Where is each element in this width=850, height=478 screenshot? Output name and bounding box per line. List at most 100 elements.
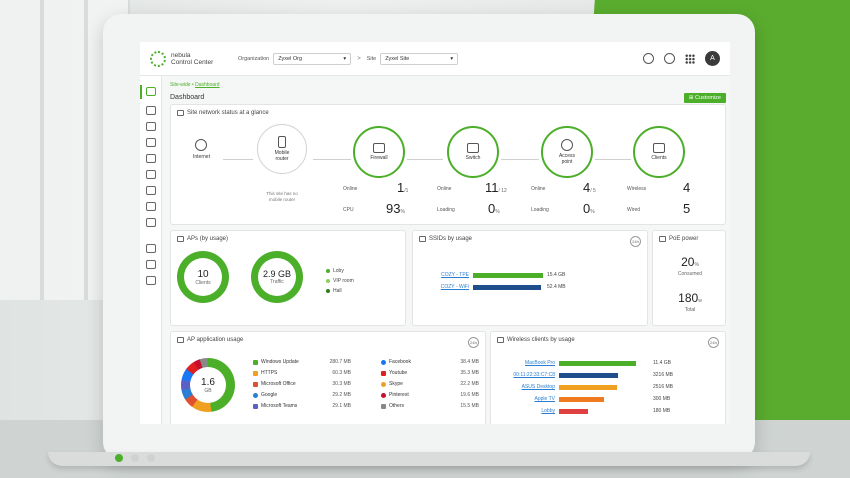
app-name: Facebook bbox=[389, 359, 411, 365]
breadcrumb-current[interactable]: Dashboard bbox=[195, 82, 220, 88]
time-range-badge[interactable]: 24h bbox=[468, 337, 479, 348]
customize-icon: ⊞ bbox=[688, 95, 694, 101]
app-value: 15.5 MB bbox=[460, 403, 479, 409]
youtube-icon bbox=[381, 370, 386, 376]
firewall-online-value: 1 bbox=[397, 180, 405, 195]
carousel-dot-1[interactable] bbox=[115, 454, 123, 462]
wireless-client-row[interactable]: Apple TV 300 MB bbox=[499, 396, 671, 402]
wireless-client-row[interactable]: MacBook Pro 11.4 GB bbox=[499, 360, 671, 366]
clients-wired-label: Wired bbox=[627, 207, 641, 213]
legend-item: VIP room bbox=[326, 278, 354, 284]
clients-node[interactable]: Clients bbox=[633, 126, 685, 178]
sidebar bbox=[140, 76, 162, 424]
apps-grid-icon[interactable] bbox=[685, 53, 695, 64]
breadcrumb: Site-wide • Dashboard bbox=[170, 82, 220, 88]
report-icon[interactable] bbox=[146, 186, 156, 195]
switch-online-count: 11/ 12 bbox=[485, 180, 507, 195]
app-row: Facebook 38.4 MB bbox=[381, 359, 479, 365]
help-icon[interactable] bbox=[146, 260, 156, 269]
ap-online-count: 4/ 5 bbox=[583, 180, 596, 195]
switch-loading-label: Loading bbox=[437, 207, 455, 213]
header-separator: > bbox=[357, 55, 361, 62]
wireless-client-value: 3216 MB bbox=[653, 372, 674, 378]
app-donut-unit: GB bbox=[204, 387, 212, 394]
ssid-name[interactable]: COZY - WiFi bbox=[440, 284, 469, 290]
switch-label: Switch bbox=[465, 155, 481, 161]
avatar[interactable]: A bbox=[705, 51, 720, 66]
firewall-cpu: 93% bbox=[386, 201, 405, 216]
topology-icon[interactable] bbox=[146, 106, 156, 115]
wireless-client-name[interactable]: MacBook Pro bbox=[524, 360, 555, 366]
firewall-node[interactable]: Firewall bbox=[353, 126, 405, 178]
clients-donut[interactable]: 10 Clients bbox=[177, 251, 229, 303]
legend-label: Hall bbox=[333, 288, 342, 294]
page-title: Dashboard bbox=[170, 94, 205, 101]
carousel-dot-2[interactable] bbox=[131, 454, 139, 462]
time-range-badge[interactable]: 24h bbox=[708, 337, 719, 348]
nebula-logo[interactable]: nebula Control Center bbox=[150, 50, 238, 67]
traffic-donut[interactable]: 2.9 GB Traffic bbox=[251, 251, 303, 303]
app-row: Microsoft Office 30.3 MB bbox=[253, 381, 351, 387]
site-select[interactable]: Zyxel Site ▾ bbox=[380, 52, 459, 65]
list-icon[interactable] bbox=[146, 218, 156, 227]
logo-line2: Control Center bbox=[171, 58, 214, 66]
switch-online-value: 11 bbox=[485, 180, 499, 195]
ssids-usage-title: SSIDs by usage bbox=[429, 236, 473, 242]
wrench-icon[interactable] bbox=[146, 244, 156, 253]
clients-wireless-value: 4 bbox=[683, 180, 691, 195]
breadcrumb-root[interactable]: Site-wide bbox=[170, 82, 191, 88]
ssid-name[interactable]: COZY - TPE bbox=[441, 272, 469, 278]
app-name: Google bbox=[261, 392, 278, 398]
wireless-client-name[interactable]: Lobby bbox=[541, 408, 555, 414]
wireless-client-row[interactable]: 00:11:22:33:C7:C8 3216 MB bbox=[499, 372, 673, 378]
clients-label: Clients bbox=[651, 155, 667, 161]
ssid-bar bbox=[473, 272, 543, 278]
mobile-router-node[interactable]: Mobile router bbox=[257, 124, 307, 174]
internet-node[interactable]: Internet bbox=[193, 139, 210, 160]
wireless-client-name[interactable]: ASUS Desktop bbox=[521, 384, 555, 390]
mobile-router-note: This site has no mobile router bbox=[266, 191, 298, 202]
app-donut-value: 1.6 bbox=[201, 376, 215, 388]
monitor-icon[interactable] bbox=[146, 154, 156, 163]
clients-icon[interactable] bbox=[146, 138, 156, 147]
search-icon[interactable] bbox=[643, 53, 654, 64]
switch-node[interactable]: Switch bbox=[447, 126, 499, 178]
organization-select[interactable]: Zyxel Org ▾ bbox=[273, 52, 352, 65]
customize-button[interactable]: ⊞ Customize bbox=[683, 93, 726, 103]
time-range-badge[interactable]: 24h bbox=[630, 236, 641, 247]
access-point-node[interactable]: Access point bbox=[541, 126, 593, 178]
ssid-row[interactable]: COZY - WiFi 52.4 MB bbox=[423, 284, 566, 290]
app-value: 30.3 MB bbox=[332, 381, 351, 387]
ap-app-title: AP application usage bbox=[187, 337, 244, 343]
ssid-row[interactable]: COZY - TPE 15.4 GB bbox=[423, 272, 565, 278]
app-usage-donut[interactable]: 1.6 GB bbox=[181, 358, 235, 412]
network-icon bbox=[177, 110, 184, 116]
carousel-dot-3[interactable] bbox=[147, 454, 155, 462]
poe-consumed-label: Consumed bbox=[677, 271, 703, 277]
chevron-down-icon: ▾ bbox=[450, 55, 454, 62]
carousel-dots[interactable] bbox=[115, 454, 155, 462]
license-icon[interactable] bbox=[146, 276, 156, 285]
app-row: Microsoft Teams 29.1 MB bbox=[253, 403, 351, 409]
chart-icon[interactable] bbox=[146, 202, 156, 211]
organization-label: Organization bbox=[238, 55, 270, 62]
app-row: Youtube 35.3 MB bbox=[381, 370, 479, 376]
traffic-donut-label: Traffic bbox=[270, 279, 284, 285]
aps-usage-card: APs (by usage) 10 Clients 2.9 GB Traffic… bbox=[170, 230, 406, 326]
analytics-icon[interactable] bbox=[146, 170, 156, 179]
legend-label: Loby bbox=[333, 268, 344, 274]
firewall-label: Firewall bbox=[370, 155, 388, 161]
app-value: 280.7 MB bbox=[329, 359, 351, 365]
wireless-client-row[interactable]: Lobby 180 MB bbox=[499, 408, 670, 414]
wireless-client-bar-track bbox=[559, 408, 649, 414]
wireless-client-name[interactable]: Apple TV bbox=[534, 396, 555, 402]
wireless-client-row[interactable]: ASUS Desktop 2516 MB bbox=[499, 384, 673, 390]
ap-loading-label: Loading bbox=[531, 207, 549, 213]
wireless-client-bar-track bbox=[559, 360, 649, 366]
ap-online-value: 4 bbox=[583, 180, 591, 195]
devices-icon[interactable] bbox=[146, 122, 156, 131]
wireless-client-name[interactable]: 00:11:22:33:C7:C8 bbox=[513, 372, 555, 378]
switch-loading-unit: % bbox=[495, 209, 500, 215]
dashboard-icon[interactable] bbox=[146, 87, 156, 96]
more-options-icon[interactable] bbox=[664, 53, 675, 64]
